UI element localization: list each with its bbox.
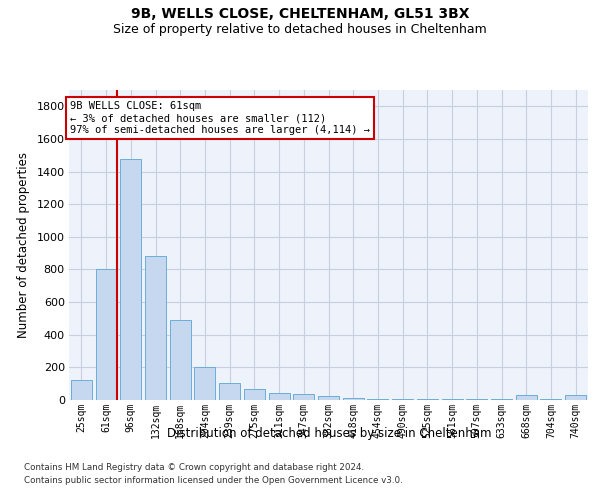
Bar — [491, 399, 512, 400]
Bar — [392, 399, 413, 400]
Bar — [170, 320, 191, 400]
Bar — [442, 399, 463, 400]
Bar — [541, 399, 562, 400]
Text: Size of property relative to detached houses in Cheltenham: Size of property relative to detached ho… — [113, 22, 487, 36]
Bar — [565, 395, 586, 400]
Y-axis label: Number of detached properties: Number of detached properties — [17, 152, 30, 338]
Bar — [367, 399, 388, 400]
Bar — [318, 396, 339, 400]
Bar — [269, 393, 290, 400]
Text: 9B, WELLS CLOSE, CHELTENHAM, GL51 3BX: 9B, WELLS CLOSE, CHELTENHAM, GL51 3BX — [131, 8, 469, 22]
Bar — [244, 390, 265, 400]
Text: Contains HM Land Registry data © Crown copyright and database right 2024.: Contains HM Land Registry data © Crown c… — [24, 462, 364, 471]
Bar — [417, 399, 438, 400]
Bar — [120, 160, 141, 400]
Bar — [516, 395, 537, 400]
Bar — [145, 256, 166, 400]
Text: Distribution of detached houses by size in Cheltenham: Distribution of detached houses by size … — [167, 428, 491, 440]
Text: 9B WELLS CLOSE: 61sqm
← 3% of detached houses are smaller (112)
97% of semi-deta: 9B WELLS CLOSE: 61sqm ← 3% of detached h… — [70, 102, 370, 134]
Bar — [95, 270, 116, 400]
Bar — [466, 399, 487, 400]
Text: Contains public sector information licensed under the Open Government Licence v3: Contains public sector information licen… — [24, 476, 403, 485]
Bar — [293, 394, 314, 400]
Bar — [71, 380, 92, 400]
Bar — [194, 366, 215, 400]
Bar — [343, 398, 364, 400]
Bar — [219, 382, 240, 400]
